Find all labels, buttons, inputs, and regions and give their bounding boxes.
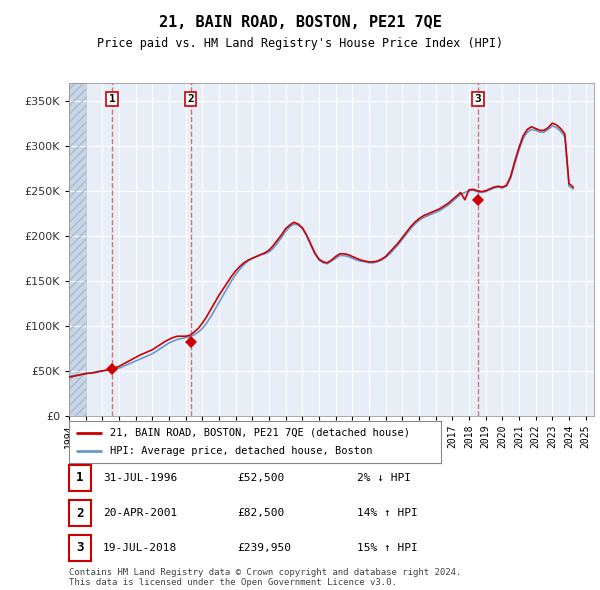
Text: 20-APR-2001: 20-APR-2001 [103, 509, 178, 518]
Text: 31-JUL-1996: 31-JUL-1996 [103, 473, 178, 483]
Text: 15% ↑ HPI: 15% ↑ HPI [357, 543, 418, 552]
Text: 2: 2 [187, 94, 194, 104]
Text: £52,500: £52,500 [237, 473, 284, 483]
Text: £239,950: £239,950 [237, 543, 291, 552]
Text: 19-JUL-2018: 19-JUL-2018 [103, 543, 178, 552]
Text: 2% ↓ HPI: 2% ↓ HPI [357, 473, 411, 483]
Text: Contains HM Land Registry data © Crown copyright and database right 2024.
This d: Contains HM Land Registry data © Crown c… [69, 568, 461, 587]
Text: Price paid vs. HM Land Registry's House Price Index (HPI): Price paid vs. HM Land Registry's House … [97, 37, 503, 50]
Bar [69, 83, 86, 416]
Text: 1: 1 [76, 471, 83, 484]
Text: 2: 2 [76, 507, 83, 520]
Text: 3: 3 [475, 94, 481, 104]
Text: 21, BAIN ROAD, BOSTON, PE21 7QE (detached house): 21, BAIN ROAD, BOSTON, PE21 7QE (detache… [110, 428, 410, 438]
Text: 14% ↑ HPI: 14% ↑ HPI [357, 509, 418, 518]
Text: HPI: Average price, detached house, Boston: HPI: Average price, detached house, Bost… [110, 446, 373, 456]
Text: £82,500: £82,500 [237, 509, 284, 518]
Text: 21, BAIN ROAD, BOSTON, PE21 7QE: 21, BAIN ROAD, BOSTON, PE21 7QE [158, 15, 442, 30]
Text: 3: 3 [76, 541, 83, 554]
Text: 1: 1 [109, 94, 115, 104]
Bar [69, 83, 86, 416]
